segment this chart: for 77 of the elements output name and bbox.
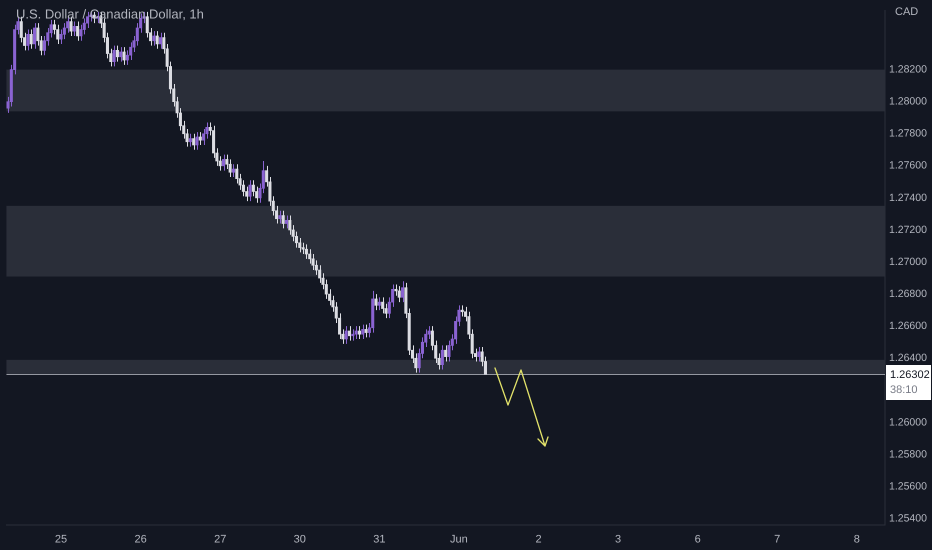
- candlestick: [72, 21, 76, 36]
- candlestick: [30, 29, 33, 50]
- candlestick: [278, 210, 282, 224]
- x-tick-label: 8: [854, 534, 860, 546]
- x-tick-label: 2: [535, 534, 542, 546]
- candlestick: [358, 326, 361, 340]
- x-tick-label: 30: [294, 534, 306, 546]
- candlestick: [282, 210, 285, 229]
- candlestick: [364, 324, 368, 338]
- candlestick: [252, 180, 255, 197]
- y-tick-label: 1.27000: [889, 256, 928, 268]
- candlestick: [232, 164, 235, 178]
- candlestick: [444, 344, 448, 362]
- x-tick-label: 27: [214, 534, 226, 546]
- y-tick-label: 1.26000: [889, 416, 928, 428]
- chart-title: U.S. Dollar / Canadian Dollar, 1h: [16, 6, 204, 22]
- candlestick: [304, 244, 308, 260]
- candlestick: [119, 46, 122, 62]
- ref-line-label: 1.26302: [890, 368, 930, 381]
- candlestick: [348, 326, 352, 342]
- candlestick: [381, 296, 384, 314]
- y-tick-label: 1.27800: [889, 128, 928, 140]
- candlestick: [188, 133, 192, 148]
- candlestick: [156, 30, 159, 50]
- candlestick: [152, 30, 156, 46]
- candlestick: [228, 158, 232, 178]
- y-tick-label: 1.26400: [889, 352, 928, 364]
- candlestick: [116, 45, 119, 62]
- y-tick-label: 1.25600: [889, 480, 928, 492]
- x-tick-label: 25: [54, 534, 68, 546]
- candlestick: [354, 326, 358, 340]
- candlestick: [158, 32, 162, 50]
- candlestick: [112, 45, 116, 67]
- y-tick-label: 1.25400: [889, 512, 928, 524]
- candlestick: [344, 326, 348, 344]
- y-axis-title: CAD: [895, 6, 918, 18]
- candlestick: [56, 24, 60, 44]
- candlestick: [192, 133, 196, 150]
- candlestick: [42, 35, 46, 56]
- candlestick: [284, 215, 288, 229]
- candlestick: [129, 42, 132, 61]
- y-tick-label: 1.28200: [889, 64, 928, 76]
- candlestick: [202, 128, 206, 146]
- candlestick: [374, 294, 378, 311]
- candlestick: [26, 29, 30, 51]
- candlestick: [195, 132, 199, 150]
- x-tick-label: 26: [134, 534, 147, 546]
- candlestick: [460, 304, 464, 318]
- x-tick-label: 6: [694, 534, 701, 546]
- x-tick-label: 31: [373, 534, 386, 546]
- candlestick: [198, 132, 202, 146]
- y-tick-label: 1.25800: [889, 448, 928, 460]
- candlestick: [32, 22, 36, 50]
- candlestick: [122, 46, 126, 66]
- candlestick: [222, 154, 226, 172]
- text: 38:10: [890, 384, 918, 396]
- candlestick: [248, 180, 252, 202]
- candlestick: [146, 11, 149, 38]
- x-tick-label: 7: [774, 534, 780, 546]
- candlestick: [398, 286, 401, 303]
- candlestick: [361, 324, 364, 340]
- x-tick-label: Jun: [450, 534, 468, 546]
- candlestick: [212, 125, 216, 158]
- candlestick: [62, 22, 66, 40]
- candlestick: [477, 346, 480, 362]
- y-tick-label: 1.27600: [889, 160, 928, 172]
- y-tick-label: 1.27200: [889, 224, 928, 236]
- y-tick-label: 1.27400: [889, 192, 928, 204]
- y-tick-label: 1.28000: [889, 96, 928, 108]
- candlestick: [126, 50, 129, 66]
- candlestick: [318, 264, 322, 284]
- candlestick: [76, 21, 80, 42]
- candlestick: [440, 344, 444, 370]
- x-tick-label: 3: [615, 534, 622, 546]
- candlestick: [401, 280, 404, 303]
- y-tick-label: 1.26600: [889, 320, 928, 332]
- y-tick-label: 1.26800: [889, 288, 928, 300]
